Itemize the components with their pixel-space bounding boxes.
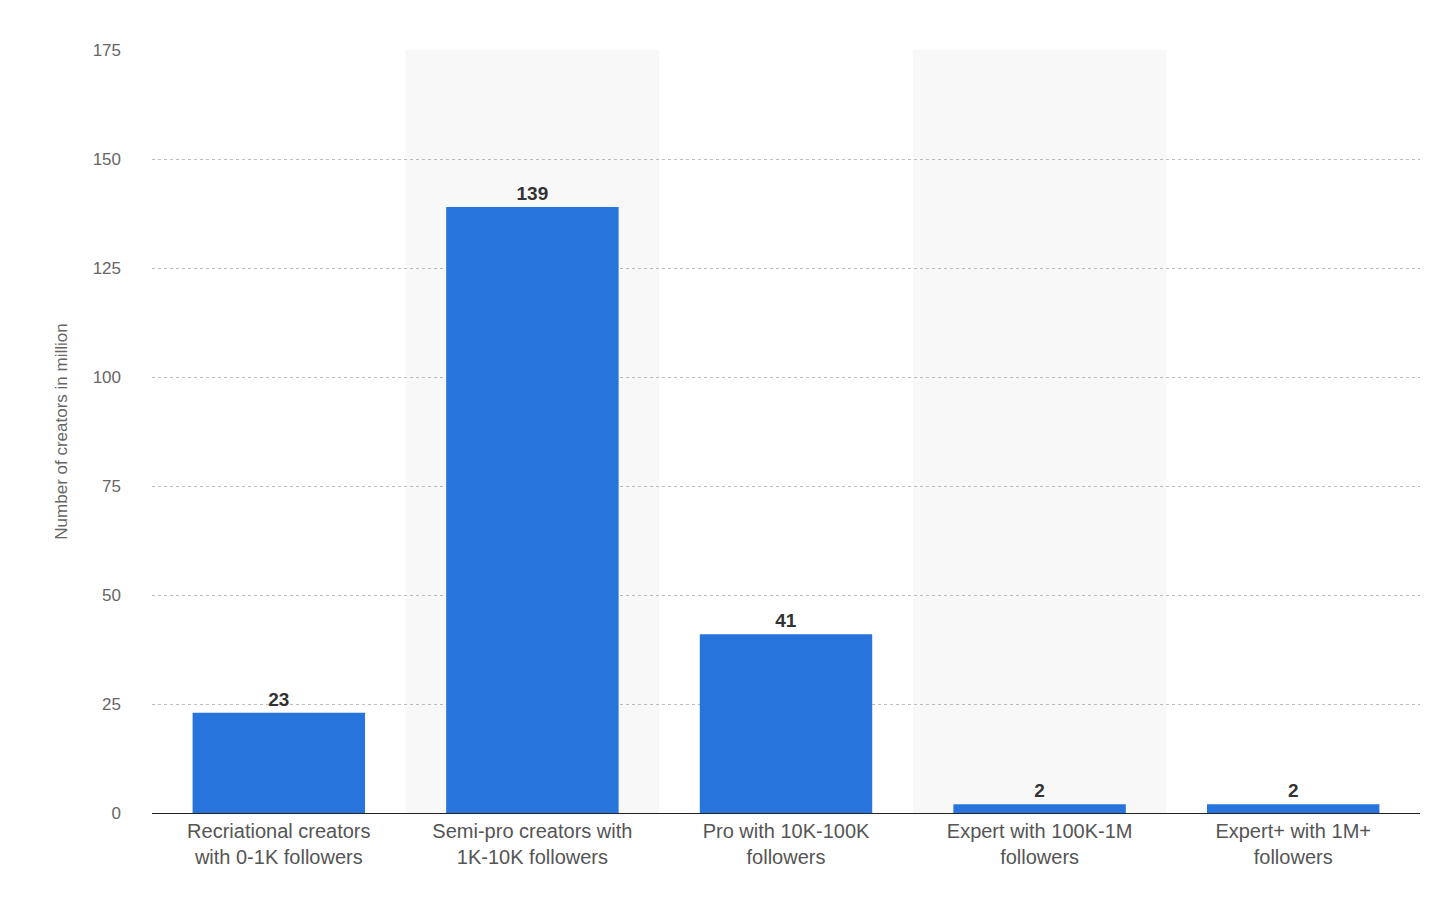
svg-text:Number of creators in million: Number of creators in million [52,323,71,539]
svg-text:125: 125 [93,259,121,278]
svg-text:Expert+ with 1M+followers: Expert+ with 1M+followers [1215,820,1371,868]
svg-text:41: 41 [775,610,797,631]
svg-text:0: 0 [112,804,121,823]
svg-text:75: 75 [102,477,121,496]
svg-text:Pro with 10K-100Kfollowers: Pro with 10K-100Kfollowers [703,820,870,868]
svg-text:2: 2 [1034,780,1045,801]
svg-text:Semi-pro creators with1K-10K f: Semi-pro creators with1K-10K followers [432,820,632,868]
svg-text:50: 50 [102,586,121,605]
svg-text:175: 175 [93,41,121,60]
svg-text:Recriational creatorswith 0-1K: Recriational creatorswith 0-1K followers [187,820,370,868]
svg-text:Expert with 100K-1Mfollowers: Expert with 100K-1Mfollowers [947,820,1133,868]
svg-text:23: 23 [268,689,289,710]
svg-text:150: 150 [93,150,121,169]
svg-text:25: 25 [102,695,121,714]
svg-text:2: 2 [1288,780,1299,801]
svg-text:139: 139 [517,183,549,204]
svg-text:100: 100 [93,368,121,387]
